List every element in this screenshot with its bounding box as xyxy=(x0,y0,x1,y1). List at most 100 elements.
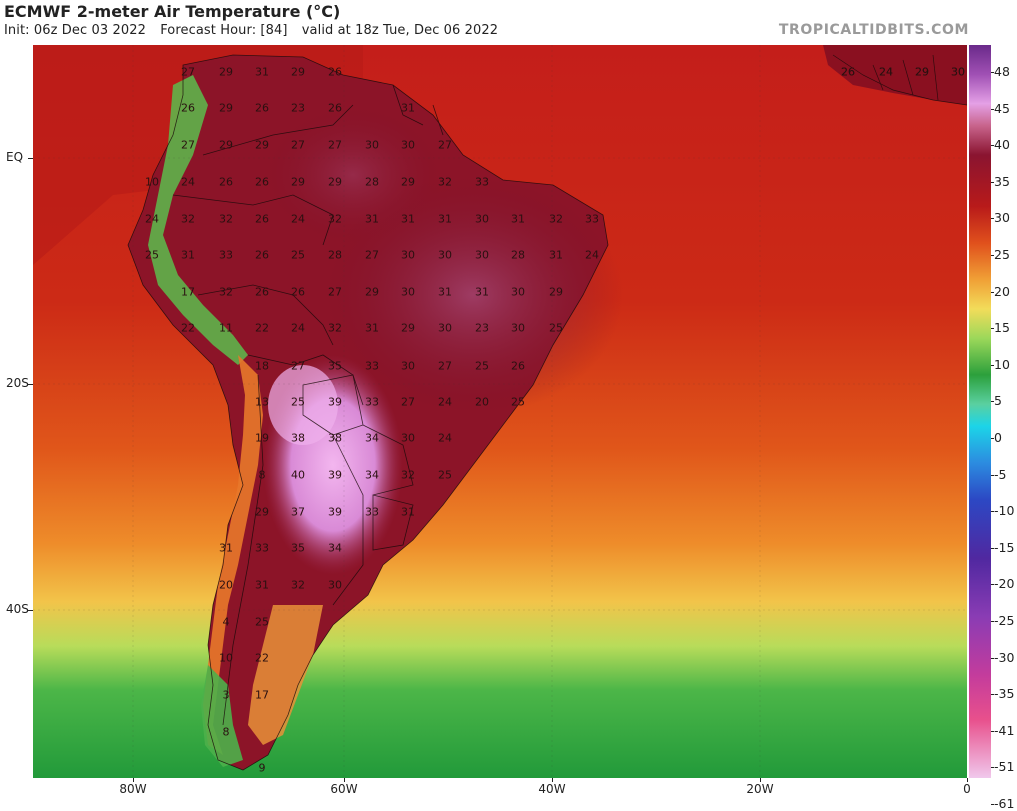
colorbar-tick xyxy=(991,474,994,476)
colorbar-tick xyxy=(991,767,994,769)
lat-tick xyxy=(28,384,33,385)
temperature-field xyxy=(33,45,967,778)
lon-tick xyxy=(967,778,968,782)
colorbar xyxy=(969,45,991,778)
lon-tick xyxy=(760,778,761,782)
station-temperature: 27 xyxy=(181,138,195,152)
station-temperature: 31 xyxy=(255,65,269,79)
colorbar-label: 5 xyxy=(994,393,1002,409)
colorbar-label: 35 xyxy=(994,173,1010,189)
station-temperature: 29 xyxy=(328,175,342,189)
station-temperature: 35 xyxy=(291,541,305,555)
station-temperature: 24 xyxy=(291,212,305,226)
station-temperature: 27 xyxy=(438,138,452,152)
station-temperature: 26 xyxy=(219,175,233,189)
station-temperature: 26 xyxy=(255,212,269,226)
station-temperature: 27 xyxy=(438,359,452,373)
station-temperature: 23 xyxy=(291,101,305,115)
station-temperature: 20 xyxy=(219,578,233,592)
brand-watermark: TROPICALTIDBITS.COM xyxy=(778,22,969,38)
station-temperature: 27 xyxy=(291,359,305,373)
station-temperature: 29 xyxy=(291,65,305,79)
colorbar-label: -20 xyxy=(994,576,1015,592)
andes-cool-strip xyxy=(148,75,248,365)
station-temperature: 31 xyxy=(181,248,195,262)
station-temperature: 13 xyxy=(255,395,269,409)
station-temperature: 30 xyxy=(475,212,489,226)
station-temperature: 29 xyxy=(915,65,929,79)
station-temperature: 26 xyxy=(328,101,342,115)
colorbar-tick xyxy=(991,621,994,622)
station-temperature: 33 xyxy=(255,541,269,555)
station-temperature: 25 xyxy=(511,395,525,409)
graticule xyxy=(33,45,967,778)
lon-label-20w: 20W xyxy=(746,782,774,796)
station-temperature: 26 xyxy=(181,101,195,115)
colorbar-label: -41 xyxy=(994,722,1015,738)
station-temperature: 31 xyxy=(438,285,452,299)
station-temperature: 35 xyxy=(328,359,342,373)
station-temperature: 25 xyxy=(475,359,489,373)
station-temperature: 25 xyxy=(291,395,305,409)
colorbar-label: 0 xyxy=(994,430,1002,445)
station-temperature: 28 xyxy=(511,248,525,262)
map-subtitle: Init: 06z Dec 03 2022 Forecast Hour: [84… xyxy=(4,23,498,38)
station-temperature: 28 xyxy=(328,248,342,262)
station-temperature: 29 xyxy=(291,175,305,189)
colorbar-tick xyxy=(991,328,994,330)
station-temperature: 29 xyxy=(401,321,415,335)
station-temperature: 32 xyxy=(549,212,563,226)
station-temperature: 30 xyxy=(401,359,415,373)
station-temperature: 27 xyxy=(365,248,379,262)
station-temperature: 25 xyxy=(549,321,563,335)
lat-label-20s: 20S xyxy=(6,376,29,390)
station-temperature: 33 xyxy=(365,505,379,519)
station-temperature: 34 xyxy=(365,468,379,482)
station-temperature: 24 xyxy=(879,65,893,79)
station-temperature: 24 xyxy=(181,175,195,189)
station-temperature: 26 xyxy=(255,101,269,115)
station-temperature: 32 xyxy=(328,212,342,226)
station-temperature: 31 xyxy=(511,212,525,226)
station-temperature: 25 xyxy=(291,248,305,262)
colorbar-label: 48 xyxy=(994,64,1010,79)
station-temperature: 29 xyxy=(549,285,563,299)
station-temperature: 30 xyxy=(365,138,379,152)
station-temperature: 27 xyxy=(291,138,305,152)
lon-label-40w: 40W xyxy=(538,782,566,796)
colorbar-tick xyxy=(991,181,994,183)
station-temperature: 31 xyxy=(219,541,233,555)
valid-time: valid at 18z Tue, Dec 06 2022 xyxy=(301,23,499,38)
africa-landmass xyxy=(823,45,967,105)
lon-label-60w: 60W xyxy=(330,782,358,796)
colorbar-tick xyxy=(991,511,994,513)
colorbar-label: 45 xyxy=(994,100,1010,116)
station-temperature: 29 xyxy=(915,65,929,79)
colorbar-label: 10 xyxy=(994,356,1010,372)
station-temperature: 22 xyxy=(255,321,269,335)
station-temperature: 10 xyxy=(145,175,159,189)
colorbar-tick xyxy=(991,218,994,220)
station-temperature: 23 xyxy=(475,321,489,335)
station-temperature: 30 xyxy=(475,248,489,262)
station-temperature: 31 xyxy=(401,212,415,226)
lat-tick xyxy=(28,610,33,611)
lon-label-80w: 80W xyxy=(119,782,147,796)
colorbar-tick xyxy=(991,804,994,805)
station-temperature: 24 xyxy=(585,248,599,262)
colorbar-label: -35 xyxy=(994,686,1015,702)
station-temperature: 29 xyxy=(401,175,415,189)
station-temperature: 30 xyxy=(328,578,342,592)
station-temperature: 29 xyxy=(255,505,269,519)
colorbar-label: 40 xyxy=(994,137,1010,153)
station-temperature: 27 xyxy=(328,285,342,299)
colorbar-label: -51 xyxy=(994,759,1015,775)
station-temperature: 26 xyxy=(841,65,855,79)
station-temperature: 27 xyxy=(328,138,342,152)
station-temperature: 19 xyxy=(255,431,269,445)
lat-label-40s: 40S xyxy=(6,602,29,616)
station-temperature: 27 xyxy=(181,65,195,79)
colorbar-label: 25 xyxy=(994,247,1010,262)
lon-tick xyxy=(344,778,345,782)
station-temperature: 8 xyxy=(222,725,230,739)
